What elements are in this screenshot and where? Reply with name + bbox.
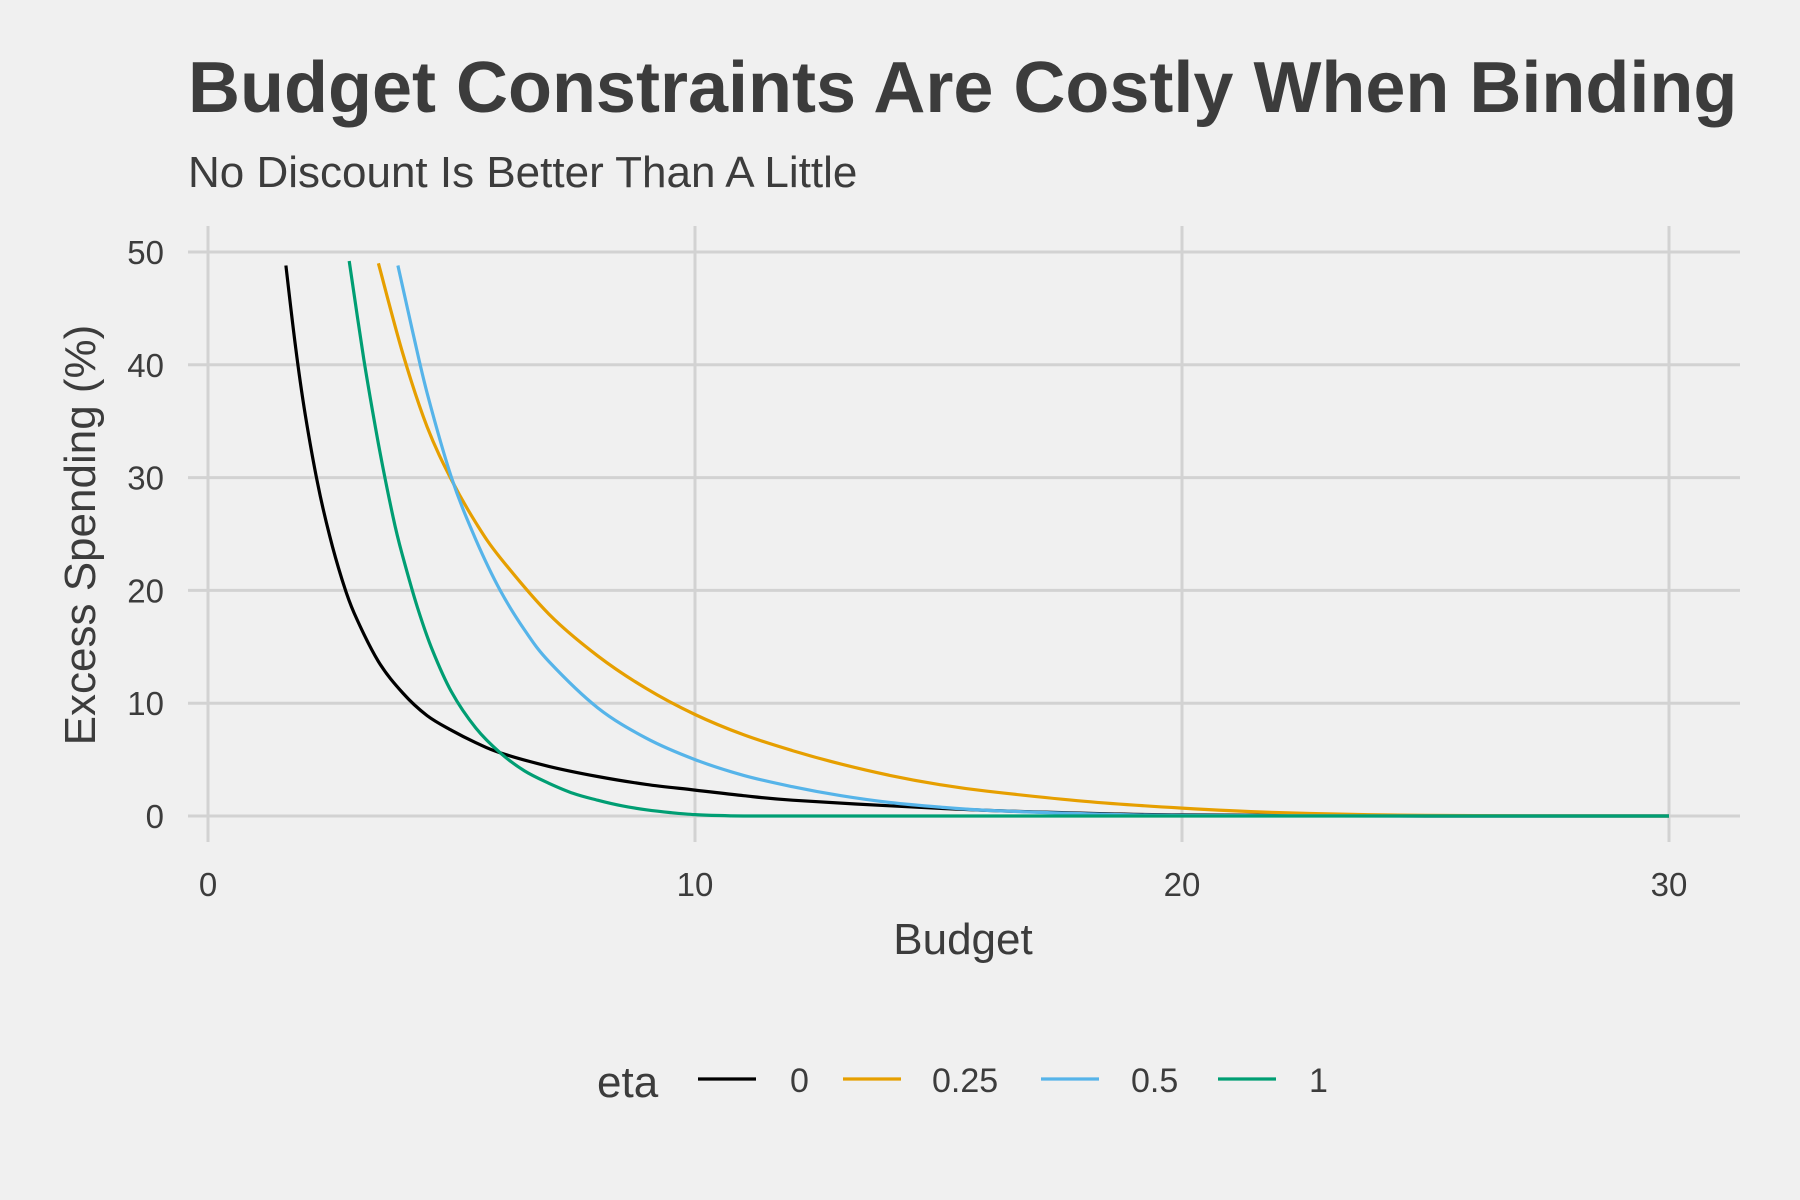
legend-label: 0 [790,1062,809,1100]
y-tick-label: 40 [127,347,164,384]
y-axis-title: Excess Spending (%) [56,325,105,746]
legend-label: 1 [1309,1062,1328,1100]
x-tick-label: 0 [199,866,217,903]
x-tick-label: 30 [1651,866,1688,903]
series-lines [284,260,1670,818]
x-tick-label: 10 [677,866,714,903]
x-axis-title: Budget [893,915,1032,964]
legend-label: 0.5 [1131,1062,1178,1100]
x-tick-labels: 0 10 20 30 [199,866,1688,903]
x-tick-label: 20 [1164,866,1201,903]
y-tick-label: 30 [127,460,164,497]
series-line-eta-1 [347,260,1669,818]
legend: eta 0 0.25 0.5 1 [597,1058,1328,1107]
y-tick-labels: 0 10 20 30 40 50 [127,234,164,835]
y-tick-label: 0 [146,798,164,835]
y-tick-label: 10 [127,685,164,722]
series-line-eta-0-25 [376,262,1670,818]
legend-label: 0.25 [932,1062,998,1100]
x-gridlines [206,226,1671,842]
chart-title: Budget Constraints Are Costly When Bindi… [188,48,1737,128]
chart-subtitle: No Discount Is Better Than A Little [188,148,857,197]
y-tick-label: 20 [127,572,164,609]
y-tick-label: 50 [127,234,164,271]
legend-title: eta [597,1058,659,1107]
y-gridlines [188,250,1740,818]
